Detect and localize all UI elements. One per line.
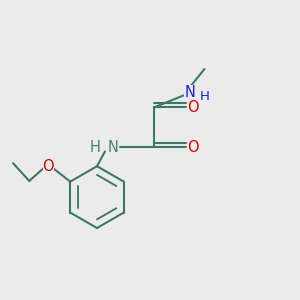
Text: H: H: [200, 90, 209, 103]
Text: O: O: [43, 159, 54, 174]
Text: N: N: [108, 140, 118, 154]
Text: O: O: [187, 140, 199, 154]
Text: O: O: [187, 100, 199, 115]
Text: H: H: [89, 140, 100, 154]
Text: N: N: [184, 85, 195, 100]
